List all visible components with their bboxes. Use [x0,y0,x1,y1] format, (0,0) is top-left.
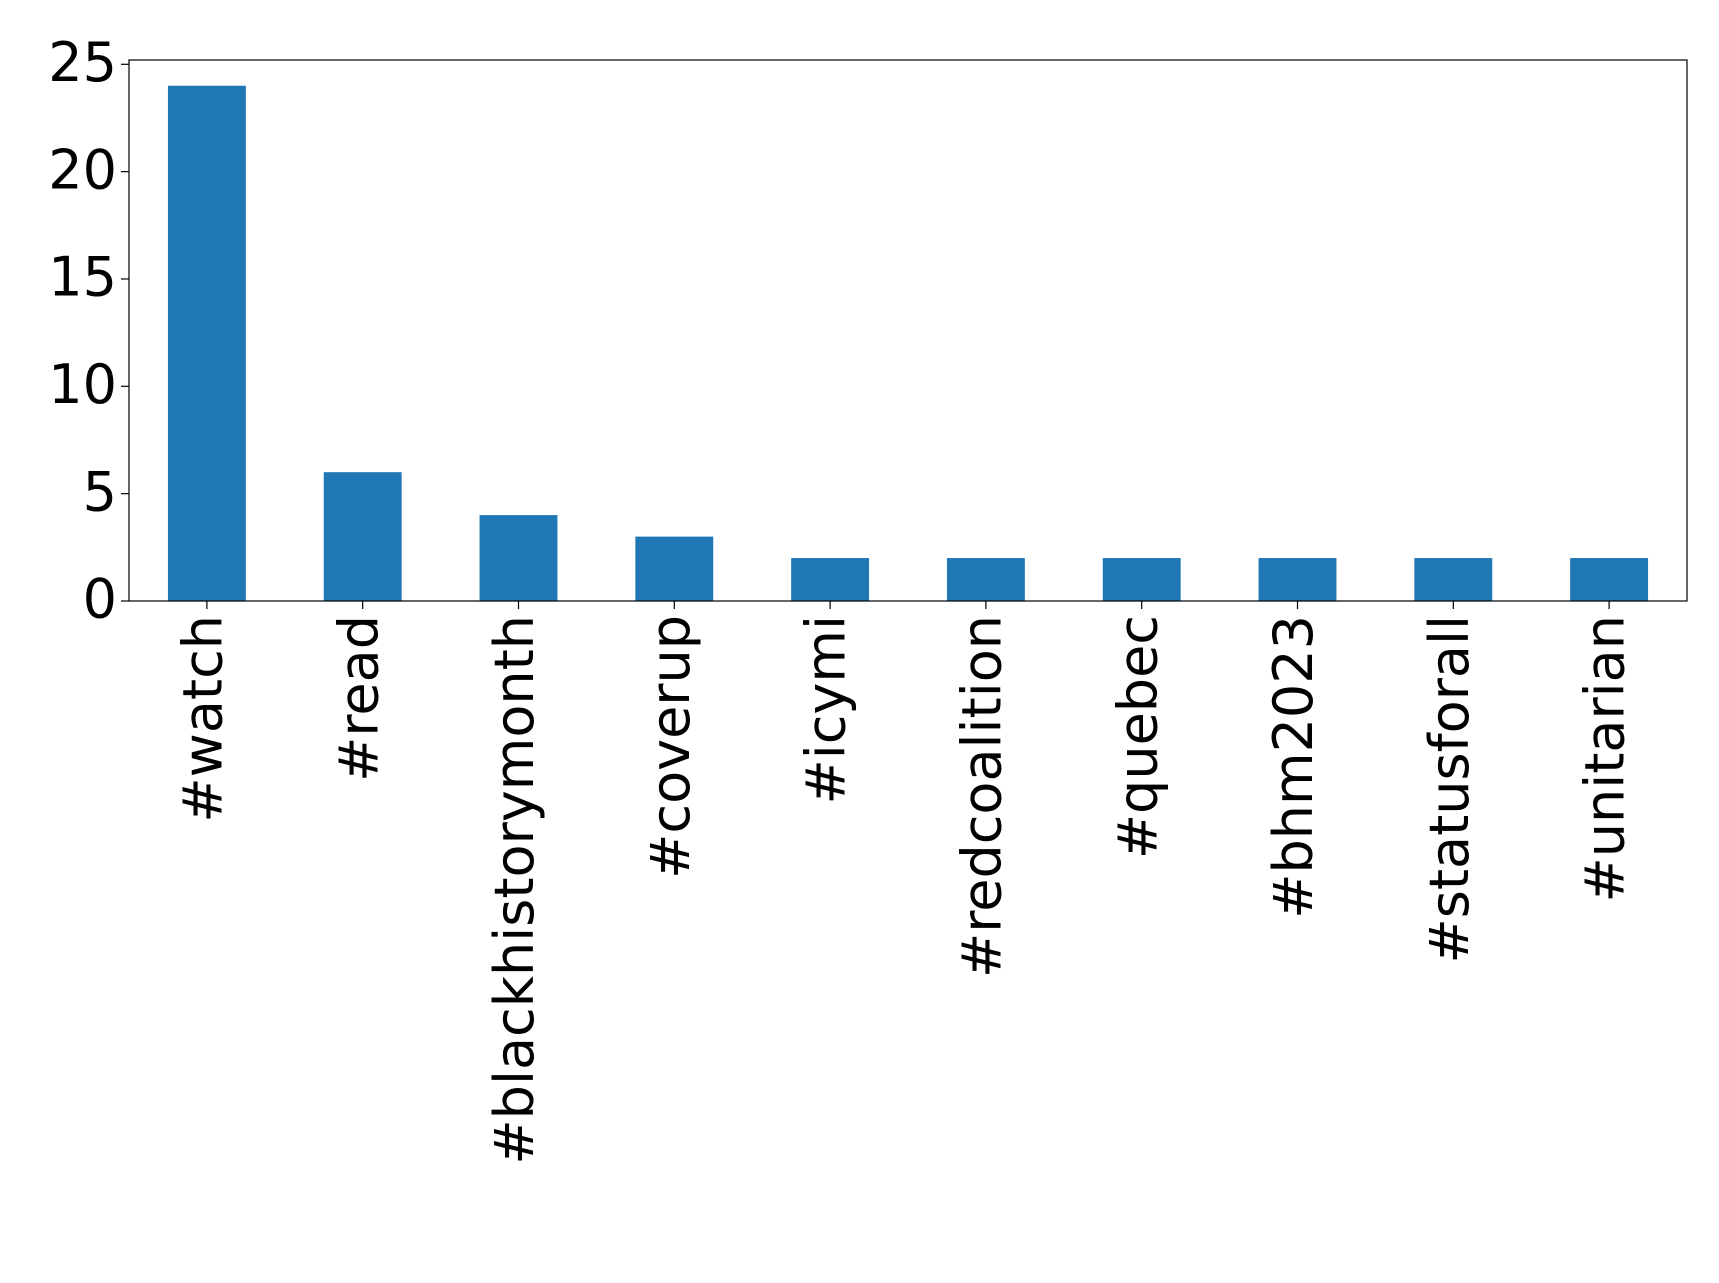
y-tick-label: 15 [48,246,117,309]
x-tick-label: #icymi [795,615,858,805]
bar [1258,558,1337,601]
bar [323,472,402,601]
x-tick-label: #bhm2023 [1262,615,1325,919]
x-tick-label: #statusforall [1418,615,1481,964]
x-tick-label: #blackhistorymonth [483,615,546,1165]
bar [791,558,870,601]
y-tick-label: 25 [48,31,117,94]
y-tick-label: 10 [48,353,117,416]
bar [1570,558,1649,601]
bar [1414,558,1493,601]
x-tick-label: #quebec [1106,615,1169,859]
x-tick-label: #unitarian [1574,615,1637,902]
bar [635,536,714,601]
bar [946,558,1025,601]
x-tick-label: #coverup [639,615,702,879]
plot-frame [128,59,1688,602]
x-tick-label: #redcoalition [951,615,1014,978]
bar [479,515,558,601]
bar [1102,558,1181,601]
x-tick-label: #read [327,615,390,782]
x-tick-label: #watch [172,615,235,823]
y-tick-label: 20 [48,138,117,201]
y-tick-label: 0 [83,568,117,631]
y-tick-label: 5 [83,460,117,523]
bar [167,85,246,601]
